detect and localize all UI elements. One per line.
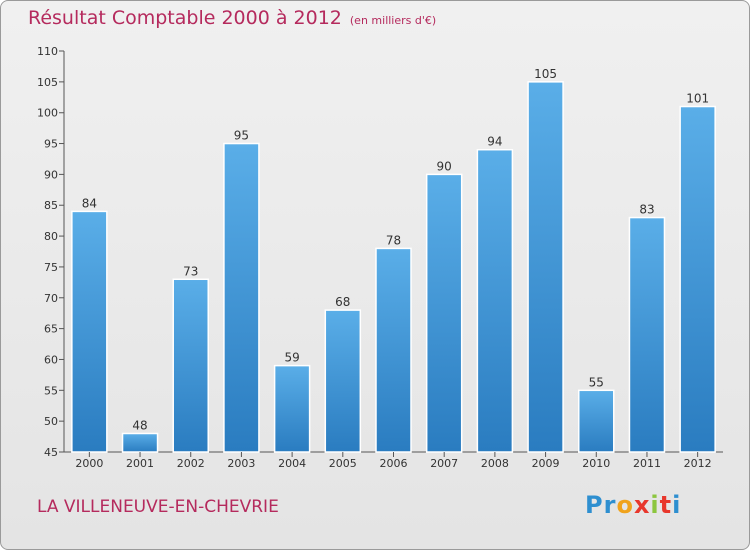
y-tick-label: 50 (44, 415, 58, 428)
bar-value-label: 94 (487, 135, 502, 149)
x-tick-label: 2006 (380, 457, 408, 470)
x-tick-label: 2004 (278, 457, 306, 470)
x-tick-label: 2007 (430, 457, 458, 470)
bar (71, 210, 108, 453)
y-tick-label: 45 (44, 446, 58, 459)
y-tick-label: 65 (44, 323, 58, 336)
bar-value-label: 73 (183, 264, 198, 278)
bar-value-label: 83 (639, 203, 654, 217)
y-tick-label: 70 (44, 292, 58, 305)
bar-value-label: 59 (284, 351, 299, 365)
place-name: LA VILLENEUVE-EN-CHEVRIE (37, 497, 279, 517)
bar-value-label: 105 (534, 67, 557, 81)
y-tick-label: 60 (44, 353, 58, 366)
logo-letter: o (616, 491, 634, 519)
bar (578, 389, 615, 453)
bar (121, 432, 159, 453)
bar-value-label: 95 (234, 129, 249, 143)
bar-value-label: 55 (589, 375, 604, 389)
bar (172, 278, 209, 453)
y-tick-label: 80 (44, 230, 58, 243)
y-tick-label: 85 (44, 199, 58, 212)
bar-value-label: 90 (437, 159, 452, 173)
y-tick-label: 90 (44, 168, 58, 181)
x-tick-label: 2008 (481, 457, 509, 470)
logo-letter: P (585, 491, 604, 519)
bar-value-label: 101 (686, 92, 709, 106)
bar (375, 247, 412, 453)
y-tick-label: 100 (37, 107, 58, 120)
chart-unit: (en milliers d'€) (349, 14, 437, 27)
bar (476, 148, 514, 453)
x-tick-label: 2012 (684, 457, 712, 470)
logo-letter: x (633, 491, 651, 519)
bar (324, 309, 362, 453)
x-tick-label: 2002 (177, 457, 205, 470)
bar (273, 364, 311, 453)
logo-letter: i (672, 491, 682, 519)
bar (628, 216, 666, 453)
y-tick-label: 105 (37, 76, 58, 89)
bar (679, 105, 716, 453)
bar-value-label: 78 (386, 233, 401, 247)
chart-title: Résultat Comptable 2000 à 2012 (en millie… (28, 7, 436, 29)
x-tick-label: 2001 (126, 457, 154, 470)
proxiti-logo: Proxiti (585, 491, 681, 519)
chart-title-text: Résultat Comptable 2000 à 2012 (28, 7, 342, 29)
bar-value-label: 68 (335, 295, 350, 309)
y-tick-label: 75 (44, 261, 58, 274)
bar (425, 173, 463, 453)
x-tick-label: 2005 (329, 457, 357, 470)
logo-letter: i (650, 491, 660, 519)
y-tick-label: 55 (44, 384, 58, 397)
y-tick-label: 95 (44, 138, 58, 151)
x-tick-label: 2011 (633, 457, 661, 470)
logo-letter: r (603, 491, 617, 519)
x-tick-label: 2003 (227, 457, 255, 470)
x-tick-label: 2009 (532, 457, 560, 470)
x-tick-label: 2000 (75, 457, 103, 470)
bar-value-label: 84 (82, 196, 97, 210)
x-tick-label: 2010 (582, 457, 610, 470)
bar-value-label: 48 (132, 418, 147, 432)
bar (527, 81, 564, 453)
y-tick-label: 110 (37, 45, 58, 58)
logo-letter: t (659, 491, 673, 519)
bar (223, 142, 260, 453)
